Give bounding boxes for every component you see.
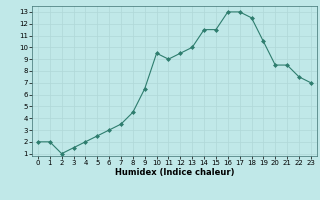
X-axis label: Humidex (Indice chaleur): Humidex (Indice chaleur)	[115, 168, 234, 177]
